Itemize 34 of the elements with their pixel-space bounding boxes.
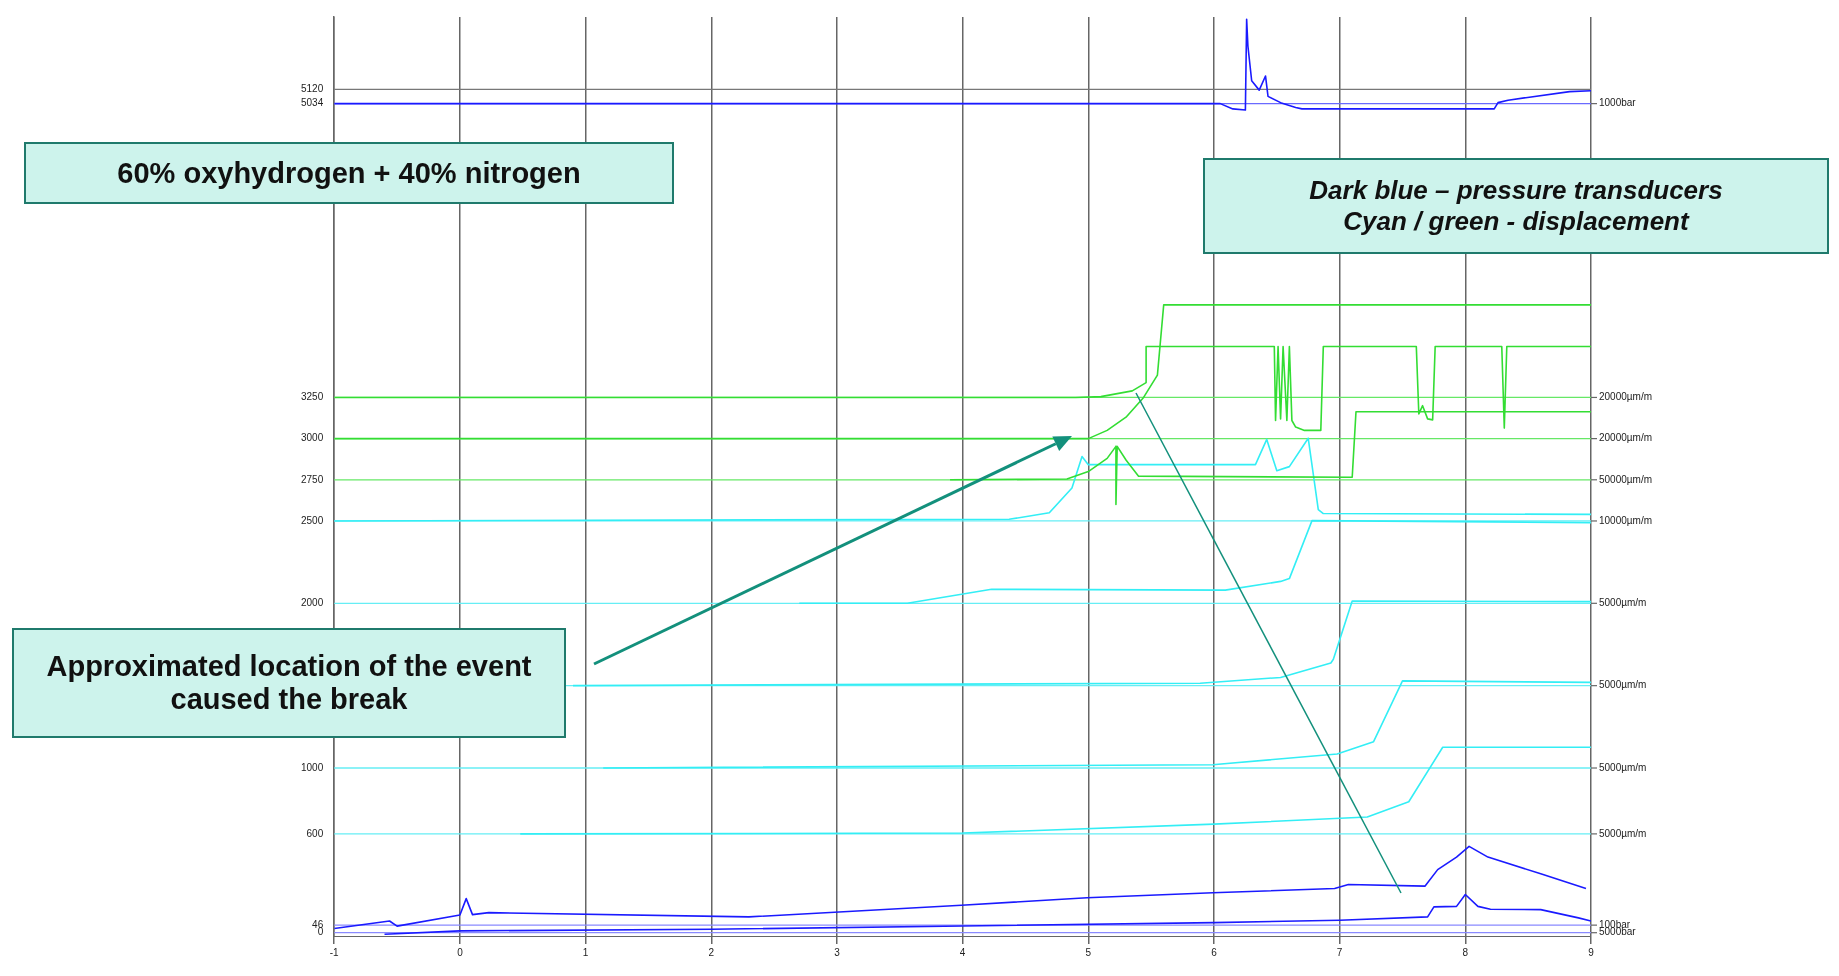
y-tick-label: 2750 (301, 473, 324, 485)
y-tick-label: 0 (317, 926, 324, 938)
ref-line-label: 5000µm/m (1599, 679, 1647, 691)
x-tick-label: 1 (582, 946, 589, 958)
note-box: 60% oxyhydrogen + 40% nitrogen (24, 142, 674, 204)
x-tick-label: 2 (708, 946, 715, 958)
x-tick-label: 7 (1336, 946, 1343, 958)
y-tick-label: 2500 (301, 514, 324, 526)
note-box: Approximated location of the event caused the break (12, 628, 566, 738)
y-tick-label: 3250 (301, 391, 324, 403)
x-tick-label: 8 (1462, 946, 1469, 958)
ref-line-label: 5000µm/m (1599, 761, 1647, 773)
note-box: Dark blue – pressure transducers Cyan / green - displacement (1203, 158, 1829, 254)
y-tick-label: 5120 (301, 83, 324, 95)
ref-line-label: 5000µm/m (1599, 827, 1647, 839)
ref-line-label: 10000µm/m (1599, 514, 1653, 526)
x-tick-label: -1 (329, 946, 340, 958)
y-tick-label: 3000 (301, 432, 324, 444)
ref-line-label: 5000bar (1599, 926, 1637, 938)
y-tick-label: 5034 (301, 97, 324, 109)
x-tick-label: 6 (1211, 946, 1218, 958)
x-tick-label: 9 (1588, 946, 1595, 958)
ref-line-label: 20000µm/m (1599, 391, 1653, 403)
y-tick-label: 600 (306, 827, 324, 839)
y-tick-label: 2000 (301, 597, 324, 609)
y-tick-label: 1000 (301, 761, 324, 773)
x-tick-label: 3 (834, 946, 841, 958)
x-tick-label: 5 (1085, 946, 1092, 958)
x-tick-label: 4 (959, 946, 966, 958)
x-tick-label: 0 (457, 946, 464, 958)
ref-line-label: 1000bar (1599, 97, 1637, 109)
ref-line-label: 50000µm/m (1599, 473, 1653, 485)
ref-line-label: 5000µm/m (1599, 597, 1647, 609)
ref-line-label: 20000µm/m (1599, 432, 1653, 444)
